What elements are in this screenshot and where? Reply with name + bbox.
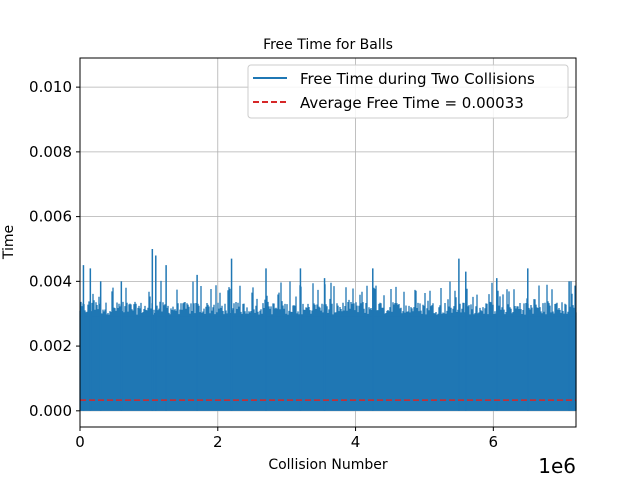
legend-label-average: Average Free Time = 0.00033 [300, 94, 524, 112]
x-tick-label: 4 [351, 433, 361, 451]
y-tick-label: 0.002 [29, 337, 72, 355]
y-tick-label: 0.008 [29, 143, 72, 161]
axis-ticks: 0 2 4 6 0.000 0.002 0.004 0.006 0.008 0.010 [29, 78, 498, 451]
legend: Free Time during Two Collisions Average … [247, 64, 569, 119]
legend-box [247, 64, 569, 119]
plot-frame [79, 57, 577, 428]
x-axis-offset-text: 1e6 [538, 454, 576, 478]
y-axis-label: Time [1, 225, 17, 260]
free-time-band [80, 316, 576, 411]
chart-title: Free Time for Balls [263, 37, 393, 53]
x-axis-label: Collision Number [268, 457, 388, 473]
y-tick-label: 0.000 [29, 402, 72, 420]
y-tick-label: 0.004 [29, 272, 72, 290]
data-series [79, 248, 577, 411]
x-tick-label: 6 [489, 433, 499, 451]
x-tick-label: 2 [213, 433, 223, 451]
x-tick-label: 0 [75, 433, 85, 451]
y-tick-label: 0.010 [29, 78, 72, 96]
legend-label-free-time: Free Time during Two Collisions [300, 70, 535, 88]
y-tick-label: 0.006 [29, 208, 72, 226]
